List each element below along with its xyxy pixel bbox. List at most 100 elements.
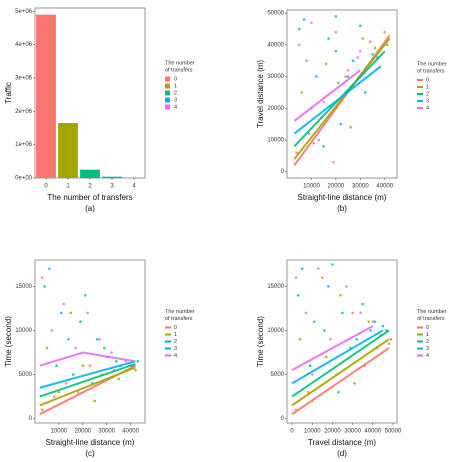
point: [300, 267, 304, 271]
legend-title: of transfers: [417, 68, 445, 74]
point: [341, 311, 344, 315]
legend-label: 3: [174, 97, 177, 103]
legend-label: 3: [426, 346, 429, 352]
point: [387, 342, 391, 346]
x-axis-title: Straight-line distance (m): [298, 193, 387, 202]
trend-line: [291, 329, 390, 398]
legend-key: [165, 76, 170, 82]
legend-label: 1: [174, 83, 177, 89]
legend-label: 4: [426, 353, 429, 359]
y-tick-label: 10000: [267, 328, 284, 334]
point: [373, 320, 377, 323]
point: [57, 390, 61, 394]
legend-label: 0: [426, 325, 429, 331]
x-tick-label: 20000: [324, 429, 341, 435]
bar: [80, 169, 100, 178]
point: [345, 285, 348, 288]
point: [312, 141, 316, 145]
point: [325, 355, 328, 359]
point: [95, 337, 99, 341]
point: [368, 40, 372, 43]
x-axis-title: The number of transfers: [47, 193, 132, 202]
bar: [102, 176, 122, 178]
legend-label: 4: [174, 353, 177, 359]
x-tick-label: 4: [132, 184, 136, 190]
y-tick-label: 0e+00: [15, 176, 33, 182]
point: [334, 49, 338, 53]
x-tick-label: 20000: [328, 184, 345, 190]
trend-line: [293, 66, 381, 135]
legend-label: 3: [174, 346, 177, 352]
point: [295, 151, 299, 154]
point: [302, 18, 306, 21]
x-tick-label: 40000: [376, 184, 393, 190]
point: [317, 138, 321, 142]
legend-key: [165, 83, 170, 89]
y-tick-label: 20000: [267, 106, 284, 112]
legend-label: 4: [174, 104, 177, 110]
point: [359, 24, 362, 28]
point: [385, 43, 389, 47]
y-tick-label: 10000: [15, 328, 32, 334]
trend-line: [39, 363, 136, 398]
point: [329, 337, 332, 341]
point: [103, 346, 106, 350]
point: [322, 100, 325, 104]
point: [300, 91, 303, 94]
legend-label: 1: [174, 332, 177, 338]
point: [321, 276, 324, 279]
x-tick-label: 30000: [98, 429, 115, 435]
point: [316, 267, 320, 271]
x-tick-label: 1: [66, 184, 70, 190]
point: [115, 360, 118, 363]
point: [324, 62, 328, 66]
point: [383, 30, 387, 34]
point: [297, 43, 301, 47]
legend-key: [165, 90, 170, 96]
legend-title: The number: [165, 60, 195, 66]
point: [71, 373, 75, 376]
point: [367, 320, 371, 323]
point: [60, 311, 63, 315]
y-tick-label: 0: [281, 169, 285, 175]
point: [298, 337, 302, 341]
caption: (b): [337, 204, 347, 213]
point: [369, 329, 373, 332]
y-tick-label: 4e+06: [15, 42, 33, 48]
point: [339, 293, 342, 297]
point: [297, 27, 301, 31]
point: [48, 267, 51, 271]
point: [337, 390, 340, 394]
point: [355, 337, 358, 341]
point: [346, 68, 350, 72]
point: [52, 395, 56, 398]
legend-label: 2: [426, 91, 429, 97]
point: [389, 337, 393, 341]
x-tick-label: 10000: [304, 429, 321, 435]
legend-key: [165, 97, 170, 103]
y-tick-label: 0: [281, 416, 285, 422]
y-tick-label: 1e+06: [15, 142, 33, 148]
legend-label: 1: [426, 332, 429, 338]
legend-label: 0: [174, 76, 177, 82]
point: [334, 15, 338, 18]
legend-title: The number: [417, 309, 447, 315]
point: [327, 285, 330, 288]
point: [351, 59, 355, 63]
legend-key: [165, 104, 170, 110]
point: [40, 276, 44, 279]
point: [323, 329, 326, 332]
point: [332, 160, 335, 164]
point: [50, 329, 54, 332]
y-tick-label: 10000: [267, 138, 284, 144]
point: [81, 364, 85, 368]
point: [310, 21, 313, 24]
point: [69, 311, 73, 315]
y-tick-label: 2e+06: [15, 109, 33, 115]
y-tick-label: 5000: [271, 372, 285, 378]
point: [312, 320, 316, 323]
x-tick-label: 50000: [385, 429, 402, 435]
legend-title: of transfers: [165, 67, 193, 73]
legend-title: The number: [165, 309, 195, 315]
point: [64, 382, 68, 385]
